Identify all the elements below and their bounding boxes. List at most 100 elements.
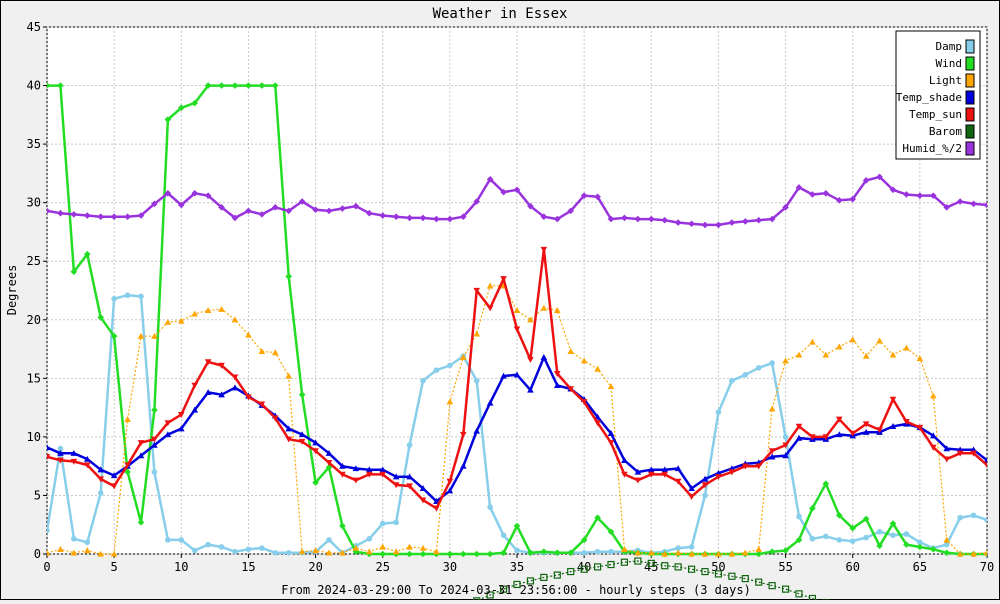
data-point	[675, 545, 681, 551]
data-point	[983, 462, 987, 469]
data-point	[245, 394, 252, 401]
data-point	[137, 332, 145, 339]
data-point	[647, 559, 655, 567]
data-point	[110, 332, 118, 340]
data-point	[903, 419, 910, 425]
data-point	[433, 505, 440, 512]
data-point	[661, 216, 669, 224]
data-point	[607, 440, 615, 447]
data-point	[822, 434, 830, 441]
data-point	[124, 468, 131, 476]
data-point	[164, 116, 172, 123]
x-tick-label: 35	[510, 560, 524, 574]
data-point	[607, 560, 615, 569]
data-point	[970, 550, 977, 557]
data-point	[715, 550, 722, 557]
x-tick-label: 5	[111, 560, 118, 574]
data-point	[486, 591, 494, 599]
data-point	[459, 431, 467, 438]
data-point	[177, 425, 185, 432]
data-point	[165, 537, 171, 543]
data-point	[795, 351, 803, 358]
data-point	[177, 201, 185, 209]
data-point	[943, 541, 950, 548]
legend-swatch	[965, 73, 975, 88]
x-tick-label: 55	[778, 560, 792, 574]
data-point	[822, 480, 830, 488]
data-point	[594, 514, 601, 521]
data-point	[688, 485, 695, 492]
data-point	[392, 548, 400, 555]
data-point	[124, 462, 131, 469]
data-point	[903, 541, 910, 548]
data-point	[513, 371, 521, 378]
y-tick-label: 20	[27, 313, 41, 327]
data-point	[849, 195, 857, 203]
legend-label: Light	[929, 74, 962, 87]
data-point	[271, 415, 279, 422]
data-point	[70, 211, 78, 218]
data-point	[110, 213, 118, 221]
data-point	[876, 337, 883, 344]
data-point	[647, 215, 655, 223]
data-point	[433, 548, 440, 555]
legend-swatch	[965, 107, 975, 122]
data-point	[486, 175, 494, 183]
data-point	[687, 565, 696, 573]
data-point	[634, 215, 642, 223]
data-point	[419, 550, 427, 558]
data-point	[620, 558, 629, 566]
data-point	[769, 360, 775, 366]
data-point	[513, 522, 521, 530]
data-point	[352, 202, 360, 210]
data-point	[231, 384, 239, 391]
data-point	[621, 471, 628, 478]
data-point	[164, 431, 172, 438]
legend-swatch	[965, 90, 975, 105]
data-point	[419, 214, 427, 222]
data-point	[701, 567, 709, 576]
data-point	[285, 425, 293, 432]
x-tick-label: 65	[913, 560, 927, 574]
data-point	[715, 221, 722, 229]
x-tick-label: 15	[241, 560, 255, 574]
data-point	[406, 473, 413, 480]
data-point	[849, 524, 857, 532]
data-point	[298, 548, 306, 555]
data-point	[177, 104, 185, 112]
data-point	[567, 207, 575, 215]
data-point	[298, 438, 306, 445]
data-point	[916, 355, 924, 362]
y-tick-label: 25	[27, 254, 41, 268]
y-tick-label: 40	[27, 79, 41, 93]
data-point	[473, 597, 481, 600]
legend-label: Damp	[936, 40, 963, 53]
data-point	[259, 545, 265, 551]
data-point	[271, 349, 279, 356]
data-point	[245, 546, 252, 553]
data-point	[607, 430, 615, 437]
data-point	[83, 455, 91, 462]
data-point	[714, 570, 723, 578]
data-point	[849, 430, 857, 437]
data-point	[298, 431, 306, 438]
data-point	[191, 189, 199, 197]
data-point	[916, 543, 924, 551]
data-point	[204, 82, 212, 89]
data-point	[674, 219, 682, 226]
data-point	[204, 307, 212, 314]
data-point	[553, 371, 561, 377]
data-point	[97, 314, 105, 321]
data-point	[486, 399, 494, 406]
data-point	[876, 173, 883, 181]
data-point	[218, 204, 225, 211]
legend-swatch	[965, 124, 975, 139]
data-point	[795, 590, 803, 598]
data-point	[728, 550, 736, 557]
data-point	[298, 198, 306, 205]
data-point	[97, 213, 105, 221]
data-point	[768, 405, 776, 412]
data-point	[688, 544, 695, 550]
data-point	[795, 423, 803, 430]
data-point	[943, 445, 951, 452]
